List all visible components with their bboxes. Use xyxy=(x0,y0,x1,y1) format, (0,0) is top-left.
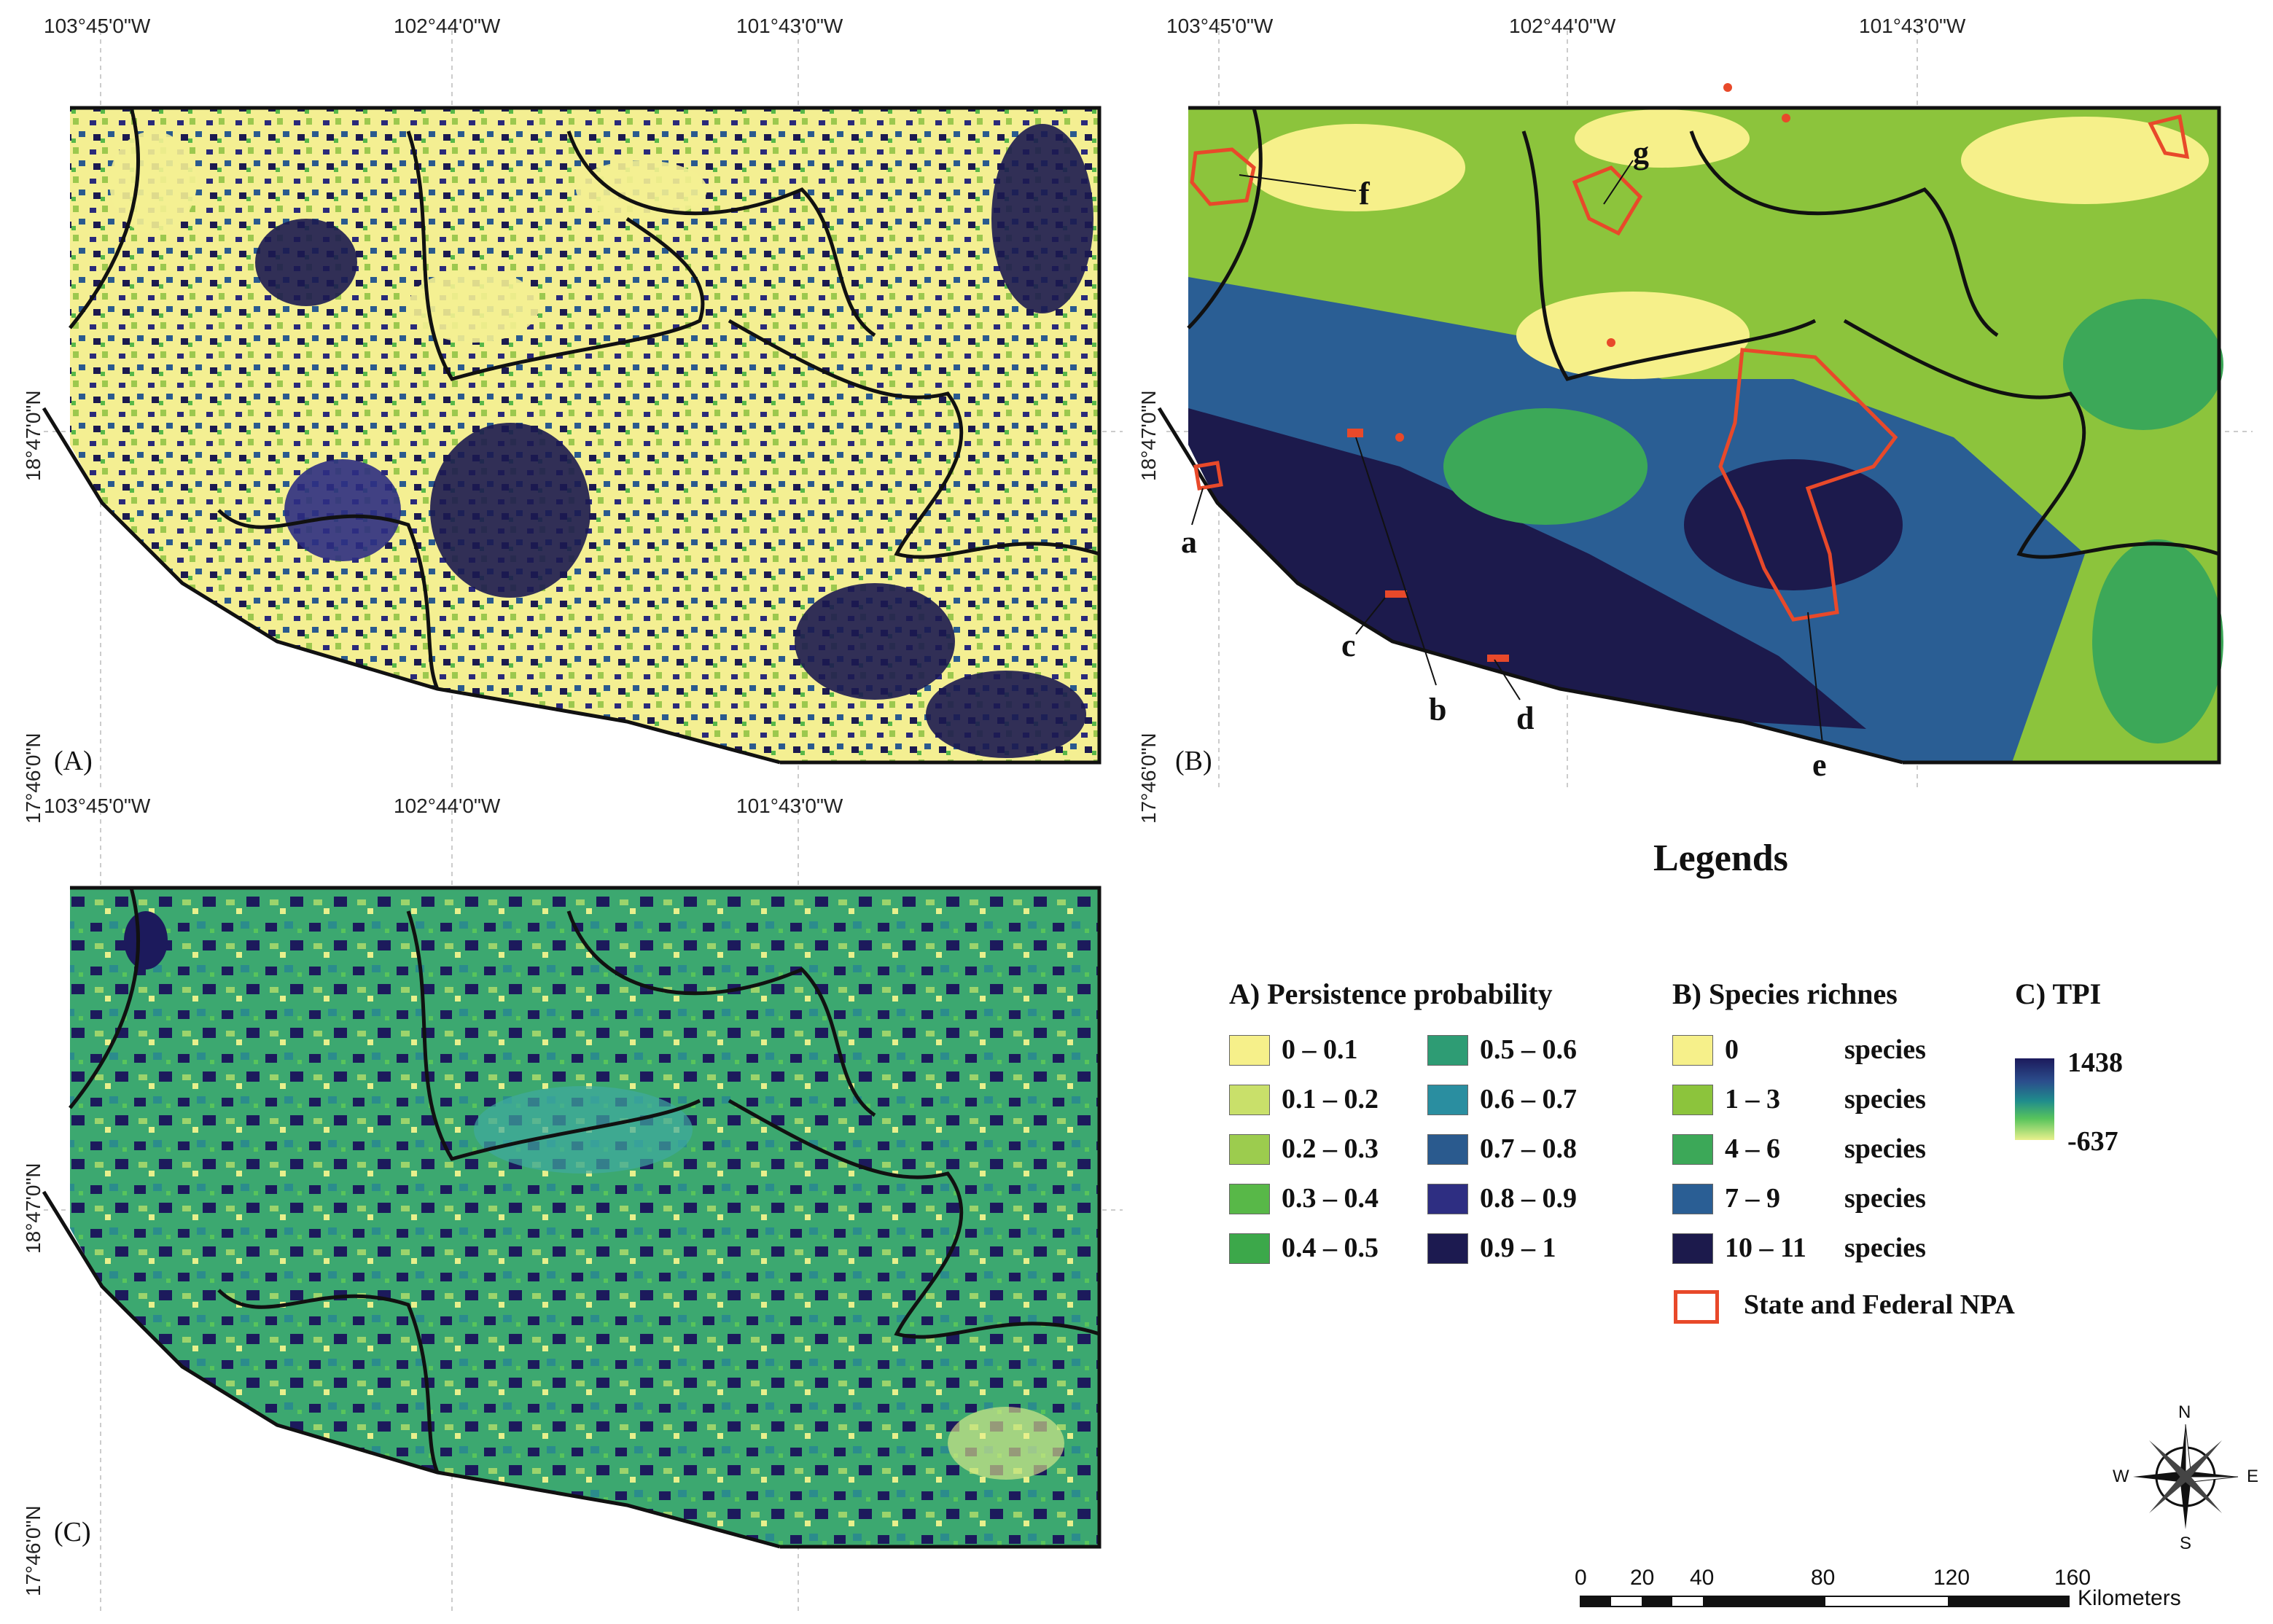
legend-swatch-label: 0.2 – 0.3 xyxy=(1282,1133,1379,1164)
annotation-label: g xyxy=(1633,135,1649,171)
lat-label: 17°46'0"N xyxy=(22,1505,44,1596)
legend-unit-label: species xyxy=(1844,1233,1926,1263)
annotation-label: e xyxy=(1812,747,1827,783)
compass-e: E xyxy=(2247,1467,2259,1486)
legend-swatch xyxy=(1427,1035,1468,1066)
map-c-canvas xyxy=(42,802,1123,1611)
map-c-boundaries xyxy=(42,886,1102,1549)
panel-label: (B) xyxy=(1175,746,1212,776)
scale-tick: 20 xyxy=(1630,1566,1655,1590)
map-panel-a: 103°45'0"W 102°44'0"W 101°43'0"W 18°47'0… xyxy=(0,0,1137,824)
panel-label: (A) xyxy=(54,746,93,776)
tpi-min-label: -637 xyxy=(2067,1126,2118,1157)
lon-label: 103°45'0"W xyxy=(1166,15,1274,37)
legend-swatch xyxy=(1427,1184,1468,1214)
lon-label: 101°43'0"W xyxy=(1859,15,1966,37)
north-arrow: N S W E xyxy=(2113,1402,2258,1553)
legend-swatch xyxy=(1229,1184,1270,1214)
legend-swatch xyxy=(1229,1233,1270,1264)
legend-swatch xyxy=(1427,1085,1468,1115)
legend-swatch-label: 0.5 – 0.6 xyxy=(1480,1034,1577,1065)
legend-swatch-label: 0.4 – 0.5 xyxy=(1282,1233,1379,1263)
legend-heading-tpi: C) TPI xyxy=(2015,977,2102,1010)
legend-swatch-label: 0.7 – 0.8 xyxy=(1480,1133,1577,1164)
compass-n: N xyxy=(2178,1402,2191,1422)
lon-label: 103°45'0"W xyxy=(44,795,151,817)
legend-swatch xyxy=(1672,1184,1713,1214)
lat-label: 17°46'0"N xyxy=(1137,733,1160,824)
lat-label: 18°47'0"N xyxy=(22,1163,44,1254)
compass-w: W xyxy=(2113,1467,2129,1486)
legend-swatch-label: 0.8 – 0.9 xyxy=(1480,1183,1577,1214)
scale-tick: 160 xyxy=(2054,1566,2091,1590)
legend-swatch-label: 0.9 – 1 xyxy=(1480,1233,1556,1263)
legend-unit-label: species xyxy=(1844,1133,1926,1164)
legend-swatch xyxy=(1672,1085,1713,1115)
scale-tick: 0 xyxy=(1575,1566,1587,1590)
annotation-label: d xyxy=(1516,700,1535,736)
map-panel-c: 103°45'0"W 102°44'0"W 101°43'0"W 18°47'0… xyxy=(0,787,1137,1624)
legend-unit-label: species xyxy=(1844,1084,1926,1114)
legend-swatch-label: 0.6 – 0.7 xyxy=(1480,1084,1577,1114)
legend-title: Legends xyxy=(1653,838,1788,879)
legend-unit-label: species xyxy=(1844,1183,1926,1214)
legend-swatch-label: 10 – 11 xyxy=(1725,1233,1806,1263)
annotation-label: f xyxy=(1359,176,1370,211)
map-a-boundaries xyxy=(42,106,1102,765)
legend-swatch xyxy=(1427,1134,1468,1165)
legend-swatch-label: 0.3 – 0.4 xyxy=(1282,1183,1379,1214)
map-a-raster xyxy=(70,108,1099,762)
annotation-label: a xyxy=(1181,524,1197,560)
tpi-color-ramp xyxy=(2015,1058,2054,1140)
legend-swatch xyxy=(1427,1233,1468,1264)
lon-label: 101°43'0"W xyxy=(736,795,843,817)
legend-swatch xyxy=(1672,1233,1713,1264)
tpi-max-label: 1438 xyxy=(2067,1047,2123,1078)
lat-label: 18°47'0"N xyxy=(1137,390,1160,481)
npa-points xyxy=(1347,83,1790,662)
map-a-canvas xyxy=(42,22,1123,787)
map-panel-b: 103°45'0"W 102°44'0"W 101°43'0"W 18°47'0… xyxy=(1137,0,2273,824)
legend-unit-label: species xyxy=(1844,1034,1926,1065)
legend-swatch xyxy=(1229,1134,1270,1165)
lon-label: 102°44'0"W xyxy=(394,795,501,817)
legend-swatch xyxy=(1672,1134,1713,1165)
legend-heading-persistence: A) Persistence probability xyxy=(1229,977,1553,1010)
legend-swatch-label: 0 xyxy=(1725,1034,1739,1065)
scale-tick: 80 xyxy=(1811,1566,1836,1590)
scale-tick: 40 xyxy=(1690,1566,1715,1590)
legend-swatch-label: 0 – 0.1 xyxy=(1282,1034,1358,1065)
annotation-label: b xyxy=(1429,692,1447,727)
legend-swatch-label: 1 – 3 xyxy=(1725,1084,1780,1114)
compass-rose-icon xyxy=(2133,1424,2239,1529)
lon-label: 101°43'0"W xyxy=(736,15,843,37)
legend-swatch-label: 0.1 – 0.2 xyxy=(1282,1084,1379,1114)
panel-label: (C) xyxy=(54,1517,91,1547)
map-b-raster xyxy=(1188,108,2223,762)
legend-swatch xyxy=(1229,1085,1270,1115)
scale-bar: 0 20 40 80 120 160 Kilometers xyxy=(1575,1560,2231,1618)
lon-label: 103°45'0"W xyxy=(44,15,151,37)
legend-swatch-label: 7 – 9 xyxy=(1725,1183,1780,1214)
lon-label: 102°44'0"W xyxy=(394,15,501,37)
scale-bar-graphic xyxy=(1580,1596,2070,1607)
lon-label: 102°44'0"W xyxy=(1509,15,1616,37)
map-b-canvas xyxy=(1157,22,2253,787)
annotation-leaders xyxy=(1191,160,1823,744)
compass-s: S xyxy=(2180,1534,2192,1553)
npa-polygons xyxy=(1190,114,2190,622)
legend-heading-richness: B) Species richnes xyxy=(1672,977,1898,1010)
legend-npa-swatch xyxy=(1674,1290,1719,1324)
annotation-label: c xyxy=(1341,628,1356,663)
legend-npa-label: State and Federal NPA xyxy=(1744,1289,2015,1320)
legend-swatch xyxy=(1672,1035,1713,1066)
scale-unit: Kilometers xyxy=(2078,1586,2181,1610)
map-c-raster xyxy=(70,888,1099,1547)
map-b-boundaries xyxy=(1157,106,2221,765)
legend-swatch-label: 4 – 6 xyxy=(1725,1133,1780,1164)
scale-tick: 120 xyxy=(1933,1566,1970,1590)
legend-swatch xyxy=(1229,1035,1270,1066)
lat-label: 18°47'0"N xyxy=(22,390,44,481)
